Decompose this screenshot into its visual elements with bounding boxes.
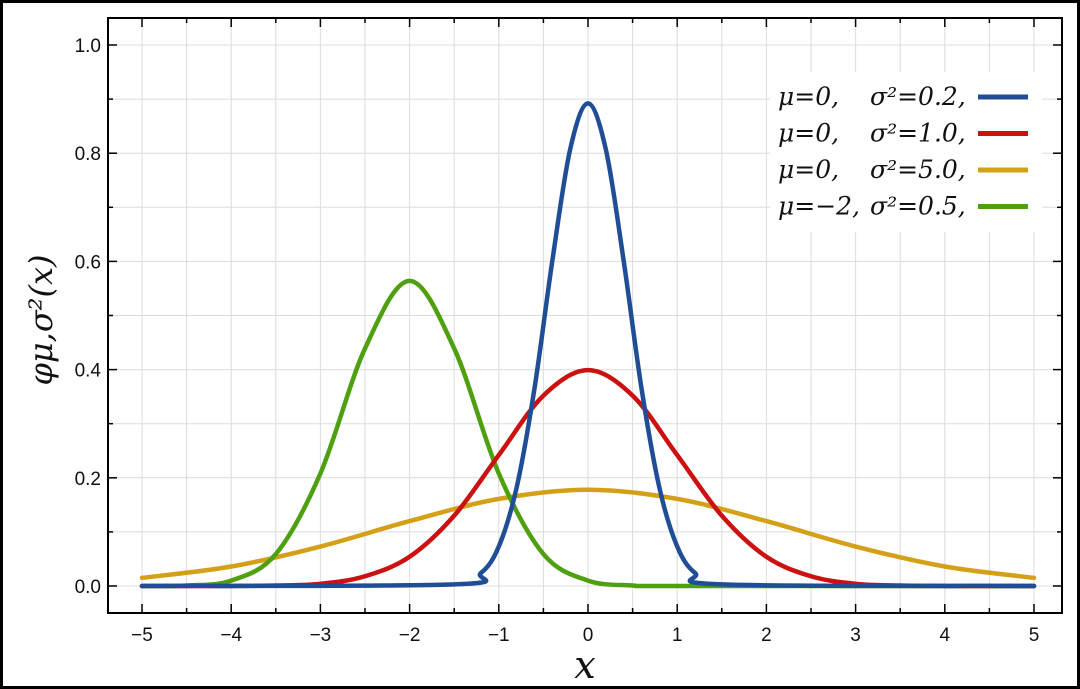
x-axis-label: x [574,643,595,687]
x-tick-label: −4 [220,625,242,646]
series-lines [139,101,1037,589]
y-tick-label: 0.8 [75,144,101,165]
x-tick-label: 1 [672,625,683,646]
y-tick-label: 0.2 [75,469,101,490]
y-tick-label: 0.0 [75,577,101,598]
y-axis-label-group: φμ,σ²(x) [22,254,60,385]
legend-sigma-label: σ²=1.0, [870,119,966,148]
x-tick-label: −1 [488,625,510,646]
legend-sigma-label: σ²=0.2, [870,82,966,111]
axis-ticks: −5 −4 −3 −2 −1 0 1 2 3 4 5 0.0 0.2 0.4 0.6 0.8 1.0 [75,18,1062,646]
axis-titles: x φμ,σ²(x) [22,254,596,687]
y-tick-label: 0.6 [75,252,101,273]
x-tick-label: −5 [131,625,153,646]
y-tick-label: 1.0 [75,36,101,57]
legend: μ=0, σ²=0.2, μ=0, σ²=1.0, μ=0, σ²=5.0, μ=−2, σ²… [770,72,1042,232]
legend-sigma-label: σ²=0.5, [870,192,966,221]
x-tick-label: 0 [583,625,594,646]
legend-mu-label: μ=0, [778,155,839,184]
series-line-1 [139,101,1037,589]
legend-mu-label: μ=−2, [778,192,860,221]
x-tick-label: −2 [399,625,421,646]
legend-mu-label: μ=0, [778,119,839,148]
x-tick-label: −3 [310,625,332,646]
x-tick-label: 4 [940,625,951,646]
series-line-3 [139,487,1037,581]
x-tick-label: 3 [850,625,861,646]
series-line-4 [139,278,1037,589]
legend-sigma-label: σ²=5.0, [870,155,966,184]
y-tick-label: 0.4 [75,361,102,382]
legend-mu-label: μ=0, [778,82,839,111]
x-tick-label: 2 [761,625,772,646]
x-tick-label: 5 [1029,625,1040,646]
y-axis-label: φμ,σ²(x) [22,254,60,385]
